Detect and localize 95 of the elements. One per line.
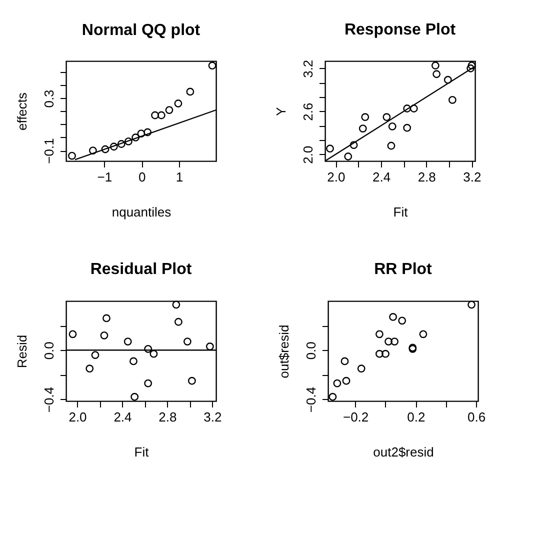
point	[91, 351, 100, 359]
point	[150, 350, 158, 358]
y-tick-label: −0.1	[42, 138, 56, 164]
point	[388, 122, 396, 130]
chart-title: Response Plot	[344, 21, 456, 38]
x-tick-label: 2.0	[68, 410, 87, 424]
point	[117, 140, 126, 148]
point	[376, 330, 384, 338]
y-tick-label: 3.2	[300, 60, 316, 78]
point	[333, 379, 342, 388]
x-tick-label: 2.4	[372, 170, 391, 184]
x-tick-label: 3.2	[204, 410, 222, 424]
x-tick-label: 1	[176, 170, 184, 184]
x-tick-label: 2.4	[114, 410, 132, 424]
x-tick-label: −1	[97, 170, 112, 184]
point	[389, 313, 397, 321]
x-tick-label: 2.8	[418, 170, 436, 184]
point	[188, 376, 196, 385]
chart-title: RR Plot	[374, 260, 433, 278]
point	[384, 338, 392, 346]
chart-title: Normal QQ plot	[82, 22, 201, 39]
x-tick-label: 0.6	[468, 410, 486, 424]
y-tick-label: 0.0	[42, 342, 56, 360]
y-axis-title: out$resid	[276, 324, 292, 378]
point	[344, 152, 352, 160]
point	[403, 124, 412, 132]
x-axis-title: out2$resid	[373, 444, 434, 460]
x-tick-label: 0	[138, 170, 146, 184]
point	[100, 331, 108, 340]
point	[132, 134, 140, 142]
point	[137, 130, 146, 138]
y-tick-label: 2.0	[300, 146, 316, 164]
y-axis-title: effects	[14, 92, 30, 131]
point	[328, 392, 337, 401]
point	[144, 128, 152, 136]
chart-title: Residual Plot	[90, 260, 192, 278]
point	[387, 142, 396, 150]
x-axis-title: nquantiles	[112, 204, 172, 220]
point	[86, 364, 94, 373]
x-tick-label: 0.2	[407, 410, 426, 424]
point	[432, 70, 441, 78]
point	[448, 96, 456, 104]
y-tick-label: 2.6	[300, 102, 316, 121]
point	[124, 137, 132, 146]
point	[419, 330, 428, 338]
x-tick-label: −0.2	[342, 410, 369, 424]
point	[398, 316, 406, 325]
y-axis-title: Resid	[14, 334, 30, 368]
point	[157, 111, 166, 120]
point	[183, 338, 192, 346]
point	[110, 142, 118, 151]
point	[403, 104, 412, 112]
point	[68, 152, 76, 160]
point	[382, 350, 390, 358]
x-tick-label: 2.8	[158, 410, 177, 424]
y-tick-label: −0.4	[42, 386, 56, 413]
point	[376, 350, 384, 358]
point	[151, 111, 159, 120]
point	[102, 314, 110, 322]
point	[410, 104, 418, 112]
point	[390, 338, 399, 346]
point	[361, 113, 370, 122]
point	[468, 300, 476, 309]
point	[174, 318, 182, 326]
point	[206, 342, 214, 350]
point	[340, 357, 349, 366]
point	[342, 376, 350, 385]
point	[431, 62, 440, 70]
point	[165, 106, 174, 114]
point	[101, 145, 110, 154]
y-tick-label: 0.0	[304, 342, 318, 360]
y-tick-label: 0.3	[42, 90, 56, 108]
point	[186, 88, 194, 96]
point	[130, 357, 138, 366]
point	[144, 344, 152, 353]
x-tick-label: 2.0	[327, 170, 346, 184]
point	[444, 76, 452, 84]
point	[382, 113, 391, 122]
point	[144, 379, 152, 388]
x-axis-title: Fit	[393, 204, 408, 220]
x-axis-title: Fit	[134, 444, 150, 460]
point	[208, 62, 216, 70]
point	[350, 141, 358, 149]
point	[130, 392, 139, 401]
point	[124, 338, 132, 346]
x-tick-label: 3.2	[463, 170, 482, 184]
point	[88, 146, 97, 154]
point	[172, 300, 180, 309]
point	[174, 100, 182, 108]
point	[68, 330, 77, 338]
point	[358, 124, 367, 132]
point	[326, 144, 334, 153]
y-tick-label: −0.4	[304, 386, 318, 413]
y-axis-title: Y	[274, 106, 288, 116]
point	[357, 364, 366, 373]
